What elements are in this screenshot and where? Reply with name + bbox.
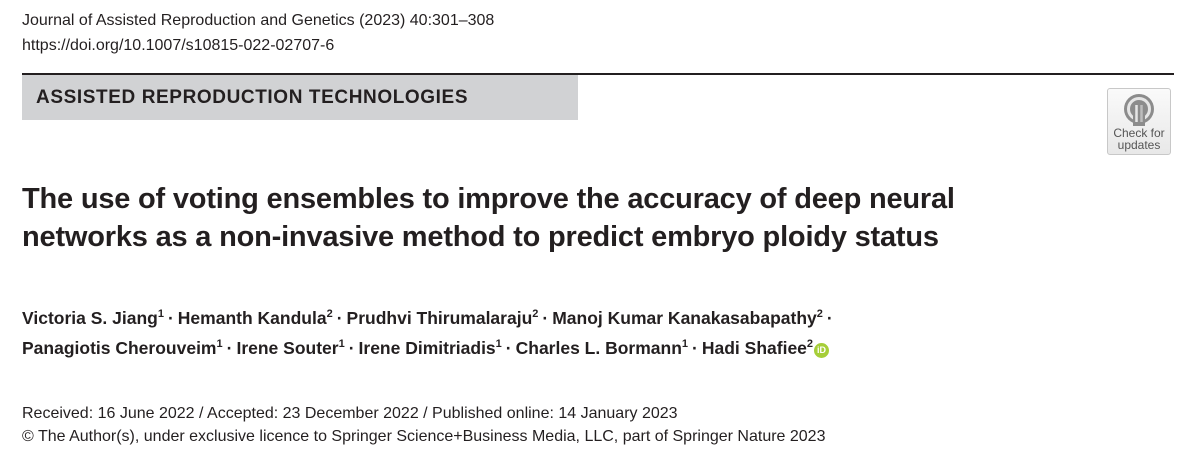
author-name[interactable]: Hadi Shafiee	[701, 338, 807, 358]
author-name[interactable]: Irene Dimitriadis	[358, 338, 496, 358]
author-separator: ·	[336, 308, 343, 328]
copyright-notice: © The Author(s), under exclusive licence…	[22, 428, 826, 445]
affiliation-marker: 1	[157, 308, 164, 321]
header-rule	[22, 73, 1174, 75]
author-name[interactable]: Hemanth Kandula	[177, 308, 327, 328]
article-title: The use of voting ensembles to improve t…	[22, 183, 955, 253]
author-separator: ·	[692, 338, 698, 358]
orcid-icon[interactable]: iD	[814, 343, 830, 358]
affiliation-marker: 2	[326, 308, 333, 321]
section-banner: ASSISTED REPRODUCTION TECHNOLOGIES	[22, 75, 578, 120]
author-row-1: Victoria S. Jiang1 · Hemanth Kandula2 · Prud…	[22, 303, 1122, 333]
author-name[interactable]: Irene Souter	[236, 338, 339, 358]
check-for-updates-label: Check for updates	[1113, 126, 1165, 152]
author-list: Victoria S. Jiang1 · Hemanth Kandula2 · Prud…	[22, 303, 1122, 363]
author-separator: ·	[167, 308, 174, 328]
check-for-updates-badge[interactable]: Check for updates	[1107, 88, 1171, 155]
affiliation-marker: 1	[495, 338, 502, 351]
section-label: ASSISTED REPRODUCTION TECHNOLOGIES	[36, 87, 469, 108]
affiliation-marker: 2	[806, 338, 814, 351]
author-name[interactable]: Panagiotis Cherouveim	[22, 338, 217, 358]
author-separator: ·	[826, 308, 833, 328]
author-name[interactable]: Charles L. Bormann	[515, 338, 682, 358]
affiliation-marker: 1	[681, 338, 689, 351]
author-name[interactable]: Victoria S. Jiang	[22, 308, 158, 328]
author-separator: ·	[226, 338, 233, 358]
journal-citation: Journal of Assisted Reproduction and Gen…	[22, 12, 495, 29]
crossmark-icon	[1124, 94, 1154, 126]
affiliation-marker: 1	[338, 338, 345, 351]
author-separator: ·	[348, 338, 355, 358]
author-row-2: Panagiotis Cherouveim1 · Irene Souter1 · Ire…	[22, 333, 1122, 363]
author-name[interactable]: Manoj Kumar Kanakasabapathy	[552, 308, 817, 328]
author-name[interactable]: Prudhvi Thirumalaraju	[346, 308, 533, 328]
author-separator: ·	[505, 338, 512, 358]
publication-history: Received: 16 June 2022 / Accepted: 23 De…	[22, 405, 678, 422]
affiliation-marker: 2	[816, 308, 823, 321]
doi-link[interactable]: https://doi.org/10.1007/s10815-022-02707…	[22, 37, 335, 54]
affiliation-marker: 2	[532, 308, 539, 321]
author-separator: ·	[542, 308, 549, 328]
affiliation-marker: 1	[216, 338, 223, 351]
